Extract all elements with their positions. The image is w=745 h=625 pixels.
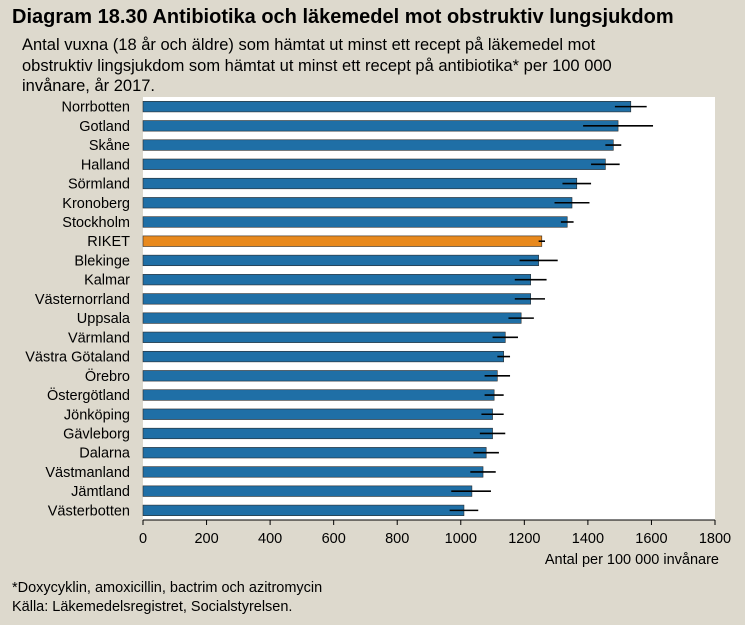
category-label: Blekinge (74, 253, 130, 269)
category-label: Uppsala (77, 311, 131, 327)
footnote-definition: *Doxycyklin, amoxicillin, bactrim och az… (12, 580, 323, 596)
category-label: Halland (81, 157, 130, 173)
x-tick-label: 1600 (635, 531, 667, 547)
x-axis-ticks: 0 200 400 600 800 1000 1200 1400 1600 1800 (139, 520, 731, 547)
bar (142, 331, 506, 343)
bar (142, 120, 619, 132)
category-label: Västernorrland (35, 292, 130, 308)
category-label: Värmland (68, 330, 130, 346)
bar (142, 235, 543, 247)
bar (142, 101, 632, 113)
subtitle-line-3: invånare, år 2017. (22, 77, 156, 95)
bar (142, 370, 498, 382)
bar (142, 254, 539, 267)
x-tick-label: 1200 (508, 531, 540, 547)
category-label: Norrbotten (61, 100, 130, 116)
bar (142, 389, 495, 401)
category-label: Örebro (85, 367, 130, 385)
category-label: Västmanland (45, 465, 130, 481)
category-label: Gotland (79, 119, 130, 135)
category-label: Västerbotten (48, 503, 130, 519)
category-label: Stockholm (62, 215, 130, 231)
category-label: Västra Götaland (25, 350, 130, 366)
category-label: Kronoberg (62, 196, 130, 212)
x-tick-label: 0 (139, 531, 147, 547)
subtitle-line-2: obstruktiv lingsjukdom som hämtat ut min… (22, 56, 612, 75)
category-labels: Norrbotten Gotland Skåne Halland Sörmland Kro… (25, 100, 131, 520)
bar (142, 216, 568, 228)
x-tick-label: 600 (322, 531, 346, 547)
bar (142, 447, 487, 459)
x-tick-label: 800 (385, 531, 409, 547)
bar (142, 197, 573, 209)
bar (142, 293, 531, 305)
chart-subtitle: Antal vuxna (18 år och äldre) som hämtat… (22, 35, 702, 97)
bar (142, 466, 484, 478)
bar (142, 427, 493, 440)
x-tick-label: 1000 (445, 531, 477, 547)
category-label: Kalmar (84, 273, 130, 289)
bar (142, 177, 578, 190)
x-tick-label: 200 (194, 531, 218, 547)
category-label: Jönköping (64, 407, 130, 423)
bar (142, 485, 473, 497)
x-tick-label: 1800 (699, 531, 731, 547)
x-tick-label: 400 (258, 531, 282, 547)
bar (142, 158, 606, 170)
x-axis-label: Antal per 100 000 invånare (545, 552, 719, 568)
bar (142, 350, 504, 363)
bar (142, 408, 493, 420)
x-tick-label: 1400 (572, 531, 604, 547)
bars-layer (142, 101, 632, 516)
bar (142, 139, 614, 151)
footnote: *Doxycyklin, amoxicillin, bactrim och az… (12, 579, 322, 617)
bar (142, 274, 531, 286)
chart-title: Diagram 18.30 Antibiotika och läkemedel … (12, 6, 674, 28)
subtitle-line-1: Antal vuxna (18 år och äldre) som hämtat… (22, 36, 596, 54)
category-label: Jämtland (71, 484, 130, 500)
category-label: Dalarna (79, 446, 131, 462)
category-label: Östergötland (47, 386, 130, 404)
category-label: Skåne (89, 138, 130, 154)
category-label: Gävleborg (63, 426, 130, 442)
category-label: Sörmland (68, 177, 130, 193)
footnote-source: Källa: Läkemedelsregistret, Socialstyrel… (12, 599, 293, 615)
category-label: RIKET (87, 234, 130, 250)
bar (142, 312, 522, 324)
error-bars-layer (449, 105, 654, 512)
bar (142, 504, 465, 516)
